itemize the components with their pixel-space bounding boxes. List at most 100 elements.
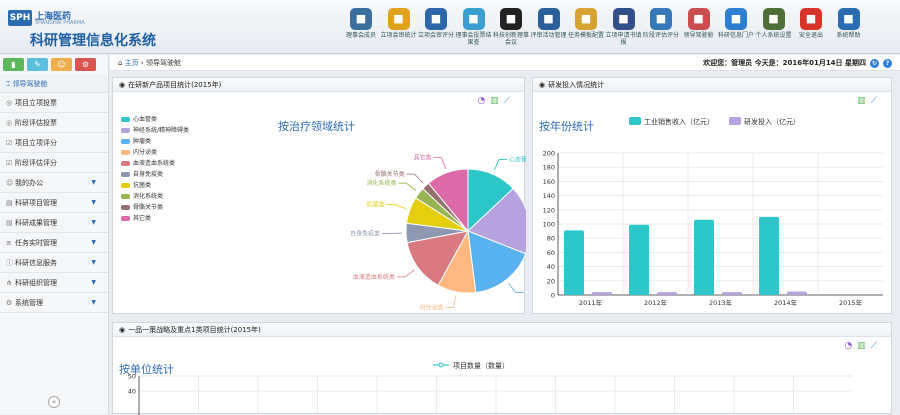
toolbar-item[interactable]: ■阶段评估评分 — [642, 8, 680, 52]
sidebar-item[interactable]: ≡任务实时管理▼ — [0, 233, 108, 253]
folder-icon: ▤ — [6, 193, 15, 213]
shortcut-chart-button[interactable]: ▮ — [3, 58, 24, 71]
folder-icon: ▤ — [6, 213, 15, 233]
sidebar-shortcuts: ▮ ✎ ☺ ⚙ — [0, 55, 108, 75]
bar-chart: 工业销售收入（亿元）研发投入（亿元）0204060801001201401601… — [533, 93, 893, 315]
sidebar: ▮ ✎ ☺ ⚙ ⌶ 领导驾驶舱 ◎项目立项投票◎阶段评估投票☑项目立项评分☑阶段… — [0, 55, 109, 414]
toolbar-item-label: 个人系统设置 — [755, 32, 793, 39]
pie-label-line — [387, 205, 406, 209]
toolbar-item-label: 理事会投票结果查 — [455, 32, 493, 46]
help-icon[interactable]: ? — [883, 59, 892, 68]
pie-slice-label: 自身免疫类 — [350, 229, 380, 237]
sidebar-item-label: 项目立项投票 — [15, 99, 57, 107]
breadcrumb-current: 领导驾驶舱 — [146, 59, 181, 67]
home-icon: ⌂ — [118, 59, 125, 67]
pie-label-line — [434, 158, 446, 169]
toolbar-item[interactable]: ■理事会成员 — [342, 8, 380, 52]
sidebar-item[interactable]: ▤科研成果管理▼ — [0, 213, 108, 233]
toolbar-item[interactable]: ■立项会审统计 — [380, 8, 418, 52]
chevron-down-icon: ▼ — [91, 253, 96, 273]
y-tick-label: 200 — [543, 150, 555, 158]
sidebar-item[interactable]: ☑项目立项评分 — [0, 133, 108, 153]
sidebar-item[interactable]: ☑阶段评估评分 — [0, 153, 108, 173]
checkbox-icon: ☑ — [6, 153, 15, 173]
sidebar-item[interactable]: ◎阶段评估投票 — [0, 113, 108, 133]
eye-icon: ◉ — [539, 81, 545, 89]
y-tick-label: 50 — [128, 373, 136, 381]
sidebar-item[interactable]: ⚙系统管理▼ — [0, 293, 108, 313]
bar-panel-title: 研发投入情况统计 — [548, 81, 604, 89]
bar[interactable] — [657, 292, 677, 295]
sidebar-item-label: 科研项目管理 — [15, 199, 57, 207]
toolbar-item-label: 系统帮助 — [830, 32, 868, 39]
sidebar-item[interactable]: ▤科研项目管理▼ — [0, 193, 108, 213]
sidebar-item-label: 项目立项评分 — [15, 139, 57, 147]
toolbar-item[interactable]: ■ 领导驾驶舱 — [680, 8, 718, 52]
legend-swatch — [629, 117, 641, 125]
chat-icon: ■ — [425, 8, 447, 30]
bar-legend-label[interactable]: 研发投入（亿元） — [744, 117, 800, 126]
toolbar-item[interactable]: ■任务模板配置 — [567, 8, 605, 52]
toolbar-item[interactable]: ■科技创新理事会议 — [492, 8, 530, 52]
pie-slice-label: 其它类 — [414, 154, 432, 162]
shortcut-edit-button[interactable]: ✎ — [27, 58, 48, 71]
bar[interactable] — [564, 230, 584, 295]
bar[interactable] — [629, 225, 649, 295]
chevron-down-icon: ▼ — [91, 173, 96, 193]
toolbar-item[interactable]: ■ 立项会审评分 — [417, 8, 455, 52]
sidebar-item-label: 我的办公 — [15, 179, 43, 187]
sidebar-item-label: 科研组织管理 — [15, 279, 57, 287]
toolbar-item-label: 领导驾驶舱 — [680, 32, 718, 39]
breadcrumb-home-link[interactable]: 主页 — [125, 59, 139, 67]
team-icon: ■ — [538, 8, 560, 30]
user-icon: ☺ — [6, 173, 15, 193]
bar[interactable] — [694, 220, 714, 295]
bar[interactable] — [787, 291, 807, 295]
toolbar-item[interactable]: ■评审活动管理 — [530, 8, 568, 52]
shortcut-users-button[interactable]: ☺ — [51, 58, 72, 71]
toolbar-item[interactable]: ■安全退出 — [792, 8, 830, 52]
bar-legend-label[interactable]: 工业销售收入（亿元） — [644, 117, 714, 126]
x-tick-label: 2011年 — [579, 298, 603, 307]
sidebar-item[interactable]: ☺我的办公 ▼ — [0, 173, 108, 193]
sidebar-item[interactable]: ◎项目立项投票 — [0, 93, 108, 113]
toolbar-item[interactable]: ■系统帮助 — [830, 8, 868, 52]
bar[interactable] — [759, 217, 779, 295]
app-title: 科研管理信息化系统 — [30, 30, 156, 50]
legend-marker — [439, 363, 443, 367]
info-icon: ⓘ — [6, 253, 15, 273]
shortcut-settings-button[interactable]: ⚙ — [75, 58, 96, 71]
pie-label-line — [494, 159, 507, 170]
sidebar-item-dashboard[interactable]: ⌶ 领导驾驶舱 — [0, 75, 108, 93]
chevron-down-icon: ▼ — [91, 213, 96, 233]
toolbar-item-label: 理事会成员 — [342, 32, 380, 39]
line-legend-label[interactable]: 项目数量（数量） — [453, 361, 509, 370]
book-icon: ■ — [650, 8, 672, 30]
y-tick-label: 40 — [547, 263, 555, 271]
check-circle-icon: ◎ — [6, 93, 15, 113]
toolbar-item[interactable]: ■科研信息门户 — [717, 8, 755, 52]
sidebar-collapse-button[interactable]: « — [48, 396, 60, 408]
sidebar-item[interactable]: ⋔科研组织管理▼ — [0, 273, 108, 293]
y-tick-label: 160 — [543, 178, 555, 186]
toolbar-item[interactable]: ■理事会投票结果查 — [455, 8, 493, 52]
toolbar-item[interactable]: ■个人系统设置 — [755, 8, 793, 52]
sidebar-item-label: 阶段评估投票 — [15, 119, 57, 127]
y-tick-label: 20 — [547, 277, 555, 285]
chart-icon: ■ — [688, 8, 710, 30]
gears-icon: ⚙ — [6, 293, 15, 313]
pie-slice-label: 血液造血系统类 — [353, 273, 395, 281]
toolbar-item[interactable]: ■立项申请书填报 — [605, 8, 643, 52]
sidebar-item-label: 系统管理 — [15, 299, 43, 307]
pie-panel: ◉在研新产品项目统计(2015年) ◔▥⟋ 按治疗领域统计 心血管类神经系统/精… — [112, 77, 525, 314]
y-tick-label: 80 — [547, 235, 555, 243]
refresh-icon[interactable]: ↻ — [870, 59, 879, 68]
bar[interactable] — [592, 292, 612, 295]
toolbar-item-label: 立项会审评分 — [417, 32, 455, 39]
y-tick-label: 60 — [547, 249, 555, 257]
pie-slice-label: 骨骼关节类 — [375, 170, 405, 178]
bar[interactable] — [722, 292, 742, 295]
